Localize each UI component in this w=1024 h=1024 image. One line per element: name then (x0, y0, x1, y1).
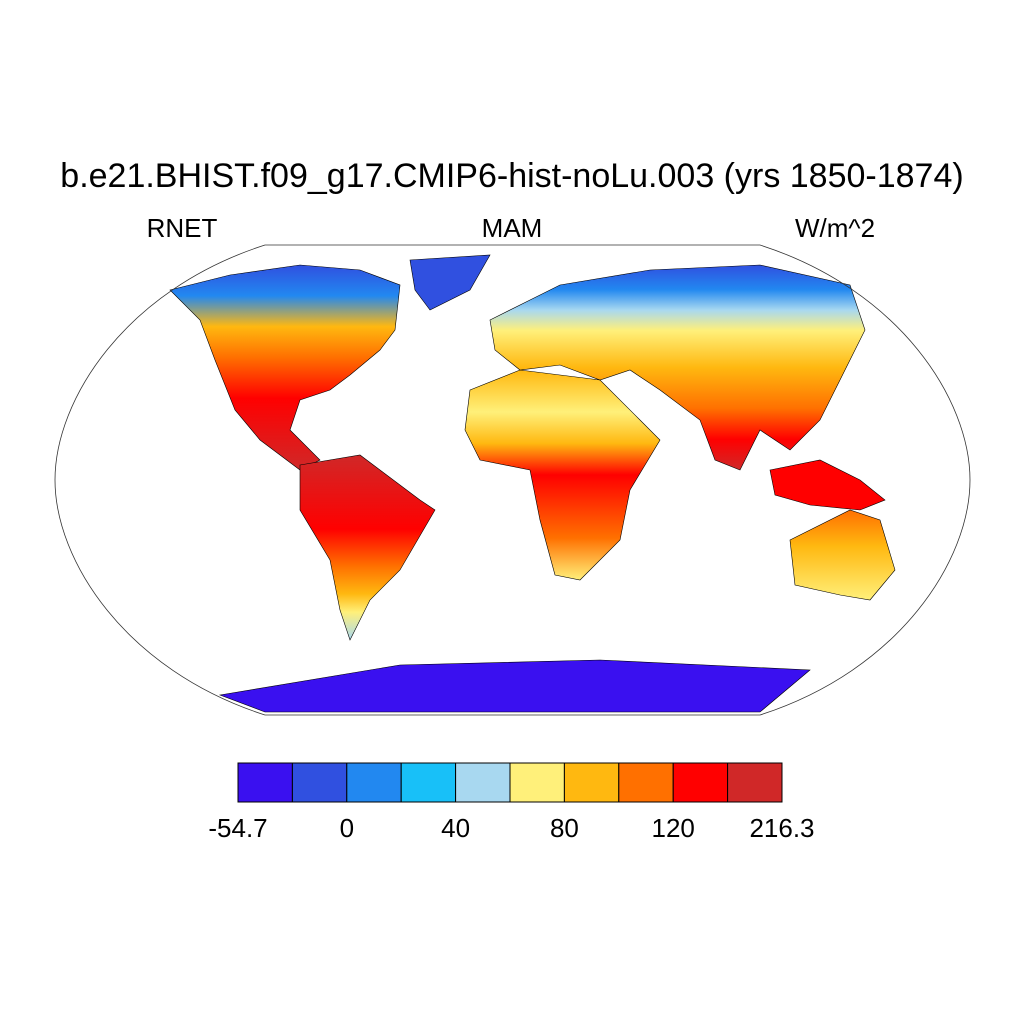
colorbar-label: 120 (652, 813, 695, 843)
colorbar-label: 0 (340, 813, 354, 843)
map (54, 244, 971, 716)
left-label: RNET (147, 213, 218, 243)
south-america (299, 454, 436, 641)
colorbar-box (727, 762, 783, 803)
colorbar-box (291, 762, 348, 803)
greenland (409, 254, 491, 311)
colorbar-label: 80 (550, 813, 579, 843)
center-label: MAM (482, 213, 543, 243)
colorbar-label: 216.3 (749, 813, 814, 843)
colorbar-box (563, 762, 620, 803)
colorbar-box (400, 762, 457, 803)
eurasia (489, 264, 866, 471)
colorbar-box (455, 762, 511, 803)
colorbar-box (509, 762, 565, 803)
colorbar-box (672, 762, 729, 803)
colorbar-box (346, 762, 402, 803)
colorbar: -54.7 0 40 80 120 216.3 (208, 762, 815, 843)
africa (464, 369, 661, 581)
map-outline (54, 244, 971, 716)
antarctica (218, 659, 811, 713)
right-label: W/m^2 (795, 213, 875, 243)
colorbar-box (618, 762, 674, 803)
north-america (169, 264, 401, 471)
maritime-asia (769, 459, 886, 511)
colorbar-label: -54.7 (208, 813, 267, 843)
colorbar-label: 40 (441, 813, 470, 843)
australia (789, 509, 896, 601)
colorbar-box (237, 762, 293, 803)
title: b.e21.BHIST.f09_g17.CMIP6-hist-noLu.003 … (60, 157, 963, 195)
